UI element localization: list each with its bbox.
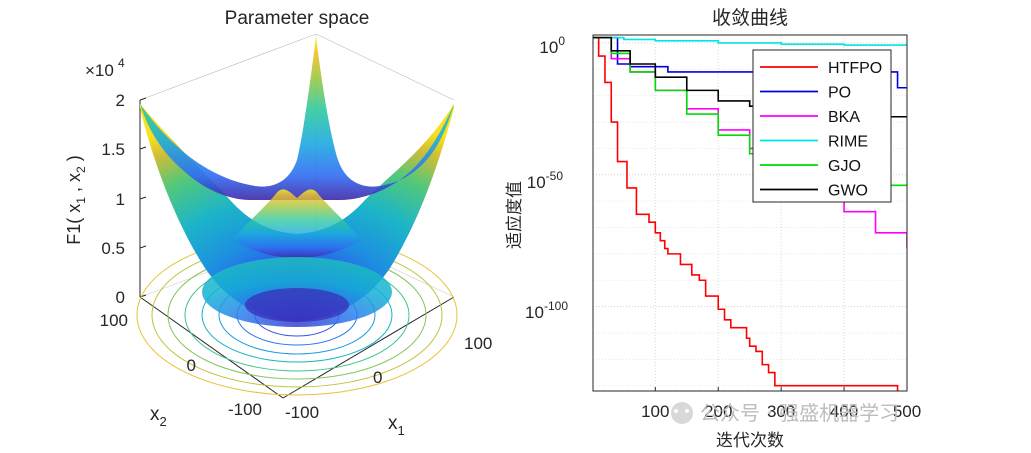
legend-label-gwo: GWO bbox=[828, 183, 868, 200]
x-tick-label: 500 bbox=[893, 402, 921, 421]
x-tick-label: 300 bbox=[767, 402, 795, 421]
wechat-icon bbox=[671, 402, 693, 424]
x2-tick-label: -100 bbox=[228, 400, 262, 419]
x-axis-label: 迭代次数 bbox=[716, 431, 784, 451]
x-ticks: 100 200 300 400 500 bbox=[641, 387, 921, 421]
x2-tick-label: 100 bbox=[100, 311, 128, 330]
z-multiplier: ×10 4 bbox=[85, 56, 125, 80]
legend-box bbox=[752, 49, 892, 203]
y-tick-label: 10-50 bbox=[527, 169, 564, 192]
x-tick-label: 200 bbox=[704, 402, 732, 421]
x1-tick-labels: -100 0 100 bbox=[285, 334, 492, 422]
y-tick-label: 100 bbox=[539, 34, 565, 57]
convergence-title: 收敛曲线 bbox=[712, 7, 788, 29]
z-multiplier-label: ×10 bbox=[85, 61, 114, 80]
surface-plot: Parameter space ×10 4 0 0.5 1 1.5 2 F1( … bbox=[64, 8, 492, 438]
series-line-rime bbox=[593, 36, 907, 46]
z-multiplier-exp: 4 bbox=[118, 56, 125, 70]
x2-tick-labels: 100 0 -100 bbox=[100, 311, 262, 419]
surface-title: Parameter space bbox=[225, 8, 370, 29]
x2-tick-label: 0 bbox=[187, 356, 196, 375]
legend-label-rime: RIME bbox=[828, 134, 868, 151]
y-tick-labels: 100 10-50 10-100 bbox=[525, 34, 568, 322]
z-tick-label: 1 bbox=[116, 190, 125, 209]
axes-frame bbox=[592, 34, 908, 392]
legend-label-htfpo: HTFPO bbox=[828, 60, 882, 77]
x-tick-label: 100 bbox=[641, 402, 669, 421]
legend-label-po: PO bbox=[828, 85, 851, 102]
z-ticks bbox=[139, 97, 147, 298]
legend: HTFPO PO BKA RIME GJO GWO bbox=[752, 49, 892, 203]
z-tick-label: 2 bbox=[116, 91, 125, 110]
z-tick-label: 1.5 bbox=[101, 140, 125, 159]
z-tick-label: 0.5 bbox=[101, 239, 125, 258]
wechat-icon-eye bbox=[674, 409, 678, 413]
x1-tick-label: 0 bbox=[373, 368, 382, 387]
legend-label-bka: BKA bbox=[828, 109, 860, 126]
x1-tick-label: 100 bbox=[464, 334, 492, 353]
z-axis-label: F1( x1 , x2 ) bbox=[64, 155, 88, 244]
z-tick-label: 0 bbox=[116, 288, 125, 307]
x-tick-label: 400 bbox=[830, 402, 858, 421]
watermark: 公众号 · 强盛机器学习 bbox=[671, 401, 899, 425]
y-axis-label: 适应度值 bbox=[505, 181, 525, 249]
watermark-text: 公众号 · 强盛机器学习 bbox=[700, 401, 899, 425]
x1-axis-label: x1 bbox=[388, 413, 405, 438]
surface-mesh bbox=[140, 36, 454, 327]
series-line-htfpo bbox=[593, 36, 899, 391]
legend-label-gjo: GJO bbox=[828, 158, 861, 175]
x1-tick-label: -100 bbox=[285, 403, 319, 422]
y-tick-label: 10-100 bbox=[525, 299, 568, 322]
z-tick-labels: 0 0.5 1 1.5 2 bbox=[101, 91, 125, 307]
x2-axis-label: x2 bbox=[150, 404, 167, 429]
convergence-plot: 100 200 300 400 500 收敛曲线 100 10-50 10-100 适应… bbox=[505, 7, 921, 451]
wechat-icon-eye bbox=[685, 409, 689, 413]
series-line-po bbox=[593, 36, 907, 89]
